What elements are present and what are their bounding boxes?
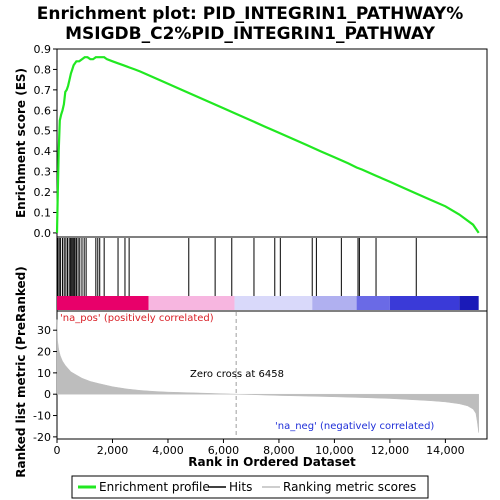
ranking-metric-area: [56, 319, 479, 433]
ranking-color-band: [312, 296, 357, 310]
ranking-color-band: [389, 296, 460, 310]
chart-title-line2: MSIGDB_C2%PID_INTEGRIN1_PATHWAY: [65, 24, 436, 44]
metric-y-tick-label: -20: [33, 431, 51, 444]
metric-y-tick-label: 30: [37, 324, 51, 337]
legend-label-profile: Enrichment profile: [99, 480, 210, 494]
x-axis-label: Rank in Ordered Dataset: [188, 455, 356, 469]
es-y-tick-label: 0.4: [34, 145, 52, 158]
hits-panel: [57, 238, 479, 310]
es-y-tick-label: 0.5: [34, 125, 52, 138]
metric-y-axis-label: Ranked list metric (PreRanked): [14, 266, 28, 478]
es-panel: 0.0 0.1 0.2 0.3 0.4 0.5 0.6 0.7 0.8 0.9: [34, 43, 480, 240]
metric-panel-frame: [56, 310, 488, 440]
x-tick-label: 6,000: [208, 444, 240, 457]
ranking-color-band: [57, 296, 149, 310]
legend-label-metric: Ranking metric scores: [283, 480, 416, 494]
legend-label-hits: Hits: [229, 480, 252, 494]
es-y-tick-label: 0.6: [34, 104, 52, 117]
neg-correlated-label: 'na_neg' (negatively correlated): [275, 421, 434, 432]
legend-box: [71, 475, 429, 499]
chart-title-line1: Enrichment plot: PID_INTEGRIN1_PATHWAY%: [37, 4, 464, 24]
metric-y-tick-label: 10: [37, 367, 51, 380]
legend: Enrichment profile Hits Ranking metric s…: [71, 475, 429, 499]
pos-correlated-label: 'na_pos' (positively correlated): [60, 313, 214, 324]
es-y-tick-label: 0.8: [34, 63, 52, 76]
ranking-color-band: [356, 296, 390, 310]
ranking-color-band: [234, 296, 313, 310]
metric-y-tick-label: -10: [33, 410, 51, 423]
es-y-tick-label: 0.0: [34, 227, 52, 240]
metric-panel: -20 -10 0 10 20 30 0 2,000 4,000 6,000 8,000 10,000…: [33, 312, 479, 457]
x-tick-label: 14,000: [426, 444, 465, 457]
es-y-tick-label: 0.3: [34, 166, 52, 179]
ranking-color-band: [459, 296, 479, 310]
ranking-color-band: [148, 296, 235, 310]
es-y-tick-label: 0.9: [34, 43, 52, 56]
enrichment-profile-line: [55, 56, 480, 234]
x-tick-label: 12,000: [371, 444, 410, 457]
metric-y-tick-label: 20: [37, 346, 51, 359]
es-y-tick-label: 0.2: [34, 186, 52, 199]
es-y-axis-label: Enrichment score (ES): [14, 68, 28, 218]
x-tick-label: 10,000: [315, 444, 354, 457]
metric-y-tick-label: 0: [44, 388, 51, 401]
x-tick-label: 0: [54, 444, 61, 457]
es-y-tick-label: 0.1: [34, 206, 52, 219]
x-tick-label: 2,000: [97, 444, 129, 457]
es-panel-frame: [56, 48, 488, 238]
zero-cross-label: Zero cross at 6458: [190, 369, 284, 380]
es-y-tick-label: 0.7: [34, 84, 52, 97]
x-tick-label: 4,000: [152, 444, 184, 457]
x-tick-label: 8,000: [263, 444, 295, 457]
